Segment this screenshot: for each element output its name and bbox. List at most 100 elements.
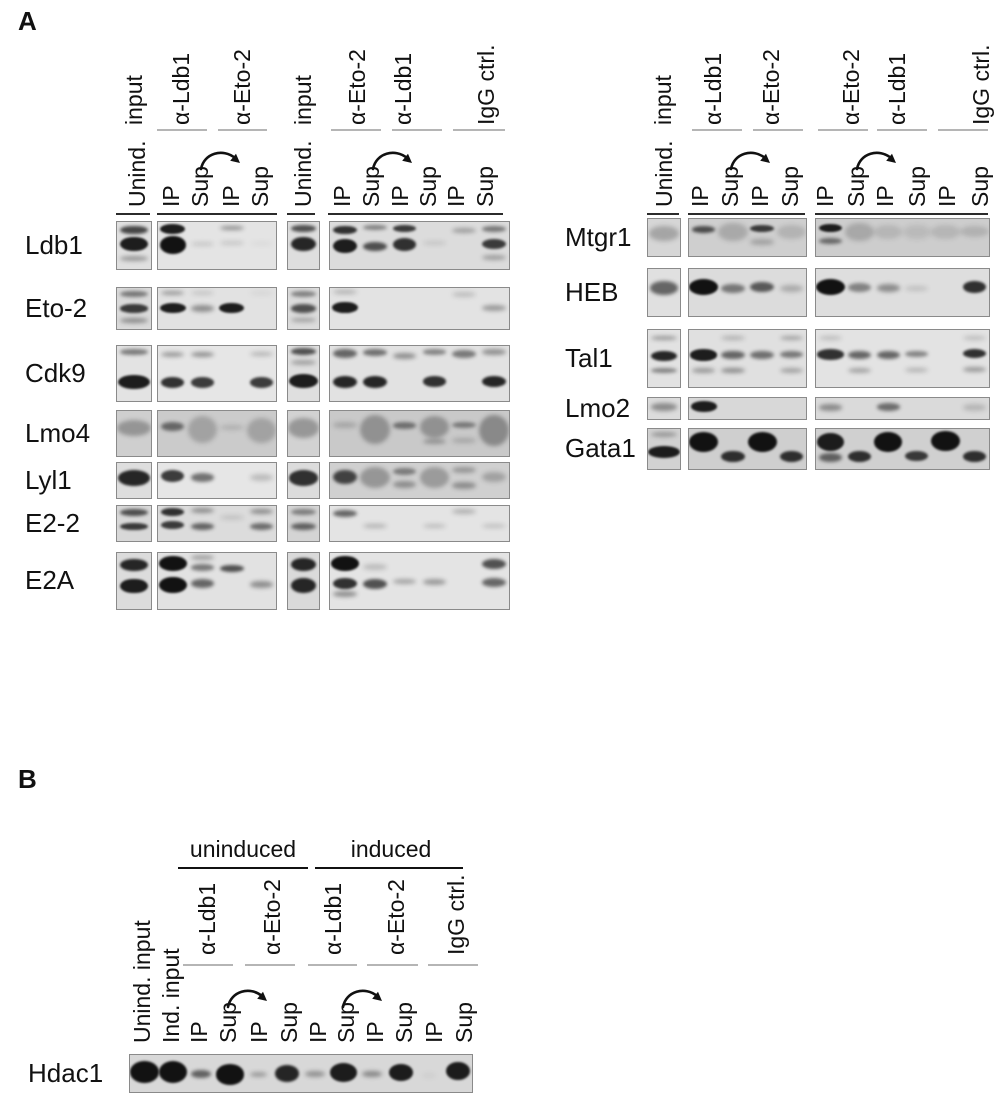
row-label-lmo4: Lmo4 — [25, 417, 91, 448]
protein-band — [291, 224, 316, 233]
protein-band — [419, 415, 450, 438]
protein-band — [120, 237, 148, 252]
lane-label-ind-input: Ind. input — [158, 948, 184, 1043]
lane-label-ip: IP — [934, 185, 960, 207]
group-underline — [178, 867, 308, 870]
group-underline — [315, 867, 463, 870]
protein-band — [482, 238, 506, 250]
blot-box-lyl1-1 — [157, 462, 277, 499]
protein-band — [776, 224, 806, 240]
protein-band — [902, 224, 932, 240]
protein-band — [452, 466, 477, 473]
protein-band — [689, 279, 719, 296]
protein-band — [963, 404, 987, 411]
protein-band — [651, 350, 677, 361]
protein-band — [452, 292, 477, 297]
protein-band — [288, 417, 319, 439]
protein-band — [158, 556, 187, 571]
protein-band — [816, 279, 845, 296]
protein-band — [362, 375, 387, 388]
protein-band — [190, 522, 215, 530]
row-label-ldb1: Ldb1 — [25, 229, 83, 260]
protein-band — [691, 367, 716, 374]
protein-band — [117, 470, 151, 486]
row-label-tal1: Tal1 — [565, 342, 613, 373]
protein-band — [482, 254, 506, 260]
lane-label-sup: Sup — [358, 166, 384, 207]
lane-label-ip: IP — [387, 185, 413, 207]
blot-box-lyl1-0 — [116, 462, 152, 499]
protein-band — [333, 238, 357, 253]
blot-box-heb-1 — [688, 268, 807, 317]
protein-band — [362, 578, 387, 589]
lane-label-ip: IP — [443, 185, 469, 207]
column-header-igg-ctrl: IgG ctrl. — [968, 44, 994, 125]
protein-band — [130, 1060, 159, 1083]
lane-label-unind-input: Unind. input — [129, 920, 155, 1043]
protein-band — [452, 227, 477, 234]
protein-band — [333, 349, 357, 359]
blot-box-e2a-0 — [116, 552, 152, 610]
sup-to-ip-arrow-icon — [197, 146, 243, 172]
protein-band — [392, 468, 417, 476]
antibody-underline — [753, 129, 803, 131]
protein-band — [905, 367, 929, 373]
lane-group-underline — [287, 213, 315, 216]
lane-label-sup: Sup — [472, 166, 498, 207]
protein-band — [876, 350, 900, 359]
protein-band — [160, 290, 185, 296]
lane-label-sup: Sup — [187, 166, 213, 207]
protein-band — [422, 1073, 437, 1078]
column-header-a-ldb1: α-Ldb1 — [320, 882, 346, 955]
protein-band — [220, 424, 244, 430]
protein-band — [159, 302, 187, 314]
sup-to-ip-arrow-icon — [853, 146, 899, 172]
lane-label-ip: IP — [747, 185, 773, 207]
blot-box-tal1-0 — [647, 329, 681, 388]
protein-band — [818, 238, 842, 245]
protein-band — [249, 581, 274, 588]
protein-band — [445, 1061, 470, 1081]
protein-band — [422, 438, 447, 445]
protein-band — [876, 284, 900, 292]
protein-band — [333, 422, 357, 428]
protein-band — [190, 376, 215, 388]
protein-band — [750, 224, 774, 232]
sup-to-ip-arrow-icon — [369, 146, 415, 172]
protein-band — [333, 577, 357, 589]
lane-label-sup: Sup — [967, 166, 993, 207]
protein-band — [452, 438, 477, 443]
row-label-e2-2: E2-2 — [25, 507, 80, 538]
lane-label-ip: IP — [362, 1021, 388, 1043]
protein-band — [452, 482, 477, 489]
blot-box-eto-2-0 — [116, 287, 152, 330]
protein-band — [333, 289, 357, 295]
protein-band — [187, 415, 217, 443]
row-label-hdac1: Hdac1 — [28, 1057, 104, 1088]
protein-band — [291, 508, 316, 516]
protein-band — [452, 350, 477, 359]
protein-band — [220, 240, 244, 245]
group-header-uninduced: uninduced — [189, 836, 297, 862]
protein-band — [190, 564, 215, 571]
protein-band — [482, 523, 506, 528]
protein-band — [120, 558, 148, 571]
protein-band — [816, 349, 845, 360]
protein-band — [479, 414, 509, 447]
protein-band — [721, 284, 745, 294]
protein-band — [190, 555, 215, 560]
protein-band — [362, 564, 387, 570]
protein-band — [691, 226, 716, 234]
protein-band — [648, 226, 680, 242]
protein-band — [274, 1065, 299, 1083]
protein-band — [847, 350, 871, 359]
protein-band — [249, 291, 274, 295]
protein-band — [249, 508, 274, 515]
blot-box-ldb1-1 — [157, 221, 277, 270]
protein-band — [779, 367, 804, 373]
blot-box-lmo2-2 — [815, 397, 990, 420]
row-label-e2a: E2A — [25, 565, 75, 595]
protein-band — [249, 376, 274, 388]
row-label-gata1: Gata1 — [565, 433, 636, 463]
antibody-underline — [392, 129, 442, 131]
